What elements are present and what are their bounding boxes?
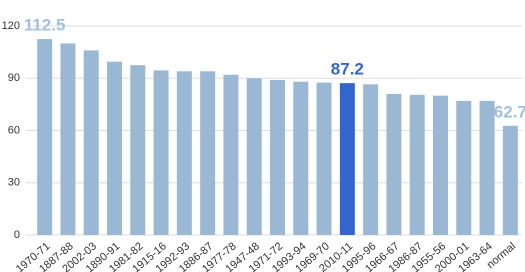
bar — [316, 82, 332, 236]
value-label: 62.7 — [494, 102, 525, 121]
y-tick-label: 30 — [8, 177, 20, 189]
bar — [363, 84, 379, 236]
bar — [246, 78, 262, 235]
bar — [339, 83, 355, 235]
bar — [223, 74, 239, 236]
y-tick-label: 120 — [2, 20, 20, 32]
bar — [502, 125, 518, 235]
bar — [153, 70, 169, 235]
bar — [386, 93, 402, 235]
bar — [479, 100, 495, 236]
bar — [200, 71, 216, 236]
bar — [409, 94, 425, 235]
bar — [130, 65, 146, 235]
bar — [37, 39, 53, 235]
bar — [270, 79, 285, 235]
bar — [176, 71, 192, 236]
value-label: 112.5 — [24, 16, 66, 35]
bar — [107, 61, 122, 236]
bar — [456, 100, 472, 236]
y-tick-label: 60 — [8, 124, 20, 136]
y-tick-label: 0 — [14, 229, 20, 241]
bar — [433, 95, 448, 236]
bar — [293, 81, 309, 235]
bar — [83, 50, 99, 236]
y-tick-label: 90 — [8, 72, 20, 84]
bar — [60, 43, 76, 235]
value-label: 87.2 — [331, 60, 364, 79]
